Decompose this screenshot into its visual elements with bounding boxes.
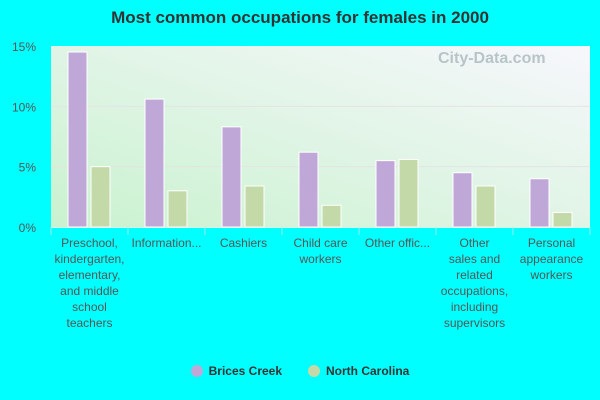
chart-title: Most common occupations for females in 2… bbox=[111, 8, 489, 27]
x-tick-label: Information... bbox=[131, 236, 201, 250]
plot-area bbox=[51, 46, 590, 227]
bar-north-carolina bbox=[475, 185, 496, 228]
legend-item-north-carolina: North Carolina bbox=[308, 364, 409, 378]
bar-brices-creek bbox=[144, 98, 165, 228]
bar-north-carolina bbox=[90, 166, 111, 228]
bar-brices-creek bbox=[221, 126, 242, 228]
y-tick-label: 15% bbox=[12, 40, 36, 54]
y-tick-label: 0% bbox=[19, 221, 37, 235]
x-tick-label: Other sales and related occupations, includi… bbox=[441, 236, 508, 330]
legend-label: North Carolina bbox=[326, 364, 410, 378]
legend: Brices Creek North Carolina bbox=[0, 364, 600, 378]
x-tick-label: Preschool, kindergarten, elementary, and mi… bbox=[54, 236, 124, 330]
bar-north-carolina bbox=[552, 212, 573, 228]
y-tick-label: 5% bbox=[19, 161, 37, 175]
bar-north-carolina bbox=[167, 190, 188, 228]
y-tick-label: 10% bbox=[12, 100, 36, 114]
bar-brices-creek bbox=[67, 51, 88, 228]
bar-brices-creek bbox=[298, 151, 319, 228]
watermark-logo: City-Data.com bbox=[438, 50, 546, 67]
legend-swatch bbox=[308, 365, 321, 377]
bar-north-carolina bbox=[398, 158, 419, 228]
x-tick-label: Child care workers bbox=[293, 236, 347, 266]
bar-north-carolina bbox=[244, 185, 265, 228]
x-tick-label: Cashiers bbox=[220, 236, 267, 250]
bar-brices-creek bbox=[529, 178, 550, 228]
x-tick-label: Other offic... bbox=[365, 236, 430, 250]
legend-item-brices-creek: Brices Creek bbox=[190, 364, 283, 378]
legend-label: Brices Creek bbox=[208, 364, 283, 378]
bar-north-carolina bbox=[321, 204, 342, 228]
bar-brices-creek bbox=[375, 160, 396, 228]
bar-brices-creek bbox=[452, 172, 473, 228]
x-tick-label: Personal appearance workers bbox=[520, 236, 584, 282]
legend-swatch bbox=[190, 365, 203, 377]
